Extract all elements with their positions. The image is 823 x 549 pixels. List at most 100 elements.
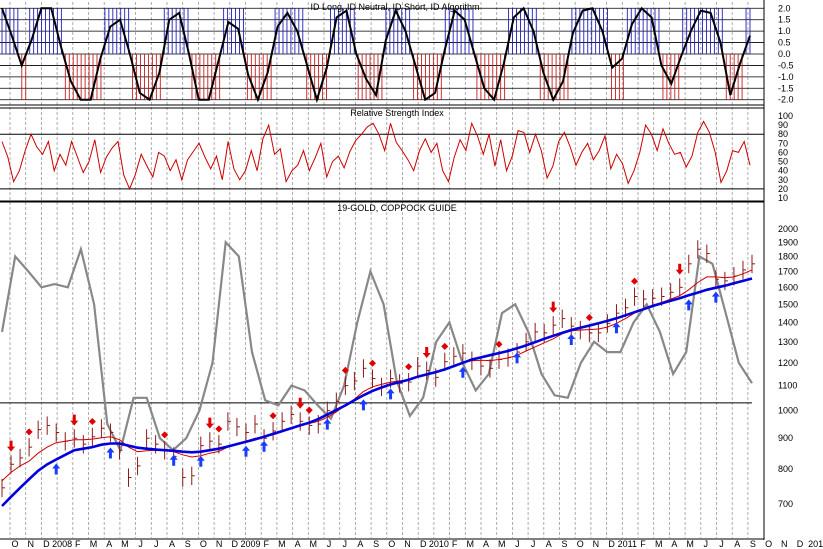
price-panel-title: 19-GOLD, COPPOCK GUIDE <box>337 203 457 213</box>
month-tick-label: 2008 <box>52 539 72 549</box>
price-tick-label: 900 <box>778 433 793 443</box>
month-tick-label: M <box>655 539 663 549</box>
month-tick-label: A <box>671 539 677 549</box>
price-tick-label: 1500 <box>778 299 798 309</box>
price-tick-label: 1400 <box>778 317 798 327</box>
month-tick-label: N <box>216 539 223 549</box>
month-tick-label: O <box>11 539 18 549</box>
signal-dot-icon <box>215 425 223 433</box>
sell-arrow-icon <box>70 414 79 426</box>
id-panel-tick-label: 2.0 <box>778 3 791 13</box>
price-tick-label: 1100 <box>778 381 797 391</box>
buy-arrow-icon <box>260 440 269 452</box>
coppock-line <box>0 239 753 454</box>
month-tick-label: A <box>169 539 175 549</box>
month-tick-label: M <box>278 539 286 549</box>
month-tick-label: N <box>404 539 411 549</box>
rsi-tick-label: 60 <box>778 147 788 157</box>
rsi-tick-label: 50 <box>778 157 788 167</box>
buy-arrow-icon <box>241 445 250 457</box>
buy-arrow-icon <box>513 352 522 364</box>
price-tick-label: 1200 <box>778 358 798 368</box>
month-tick-label: M <box>686 539 694 549</box>
long-average-line <box>1 277 753 507</box>
month-tick-label: J <box>531 539 536 549</box>
month-tick-label: F <box>75 539 81 549</box>
month-tick-label: O <box>765 539 772 549</box>
buy-arrow-icon <box>106 447 115 459</box>
month-tick-label: D <box>43 539 50 549</box>
month-tick-label: D <box>797 539 804 549</box>
signal-dot-icon <box>630 277 639 285</box>
rsi-tick-label: 10 <box>778 193 788 203</box>
month-tick-label: N <box>27 539 34 549</box>
signal-dot-icon <box>305 406 313 414</box>
buy-arrow-icon <box>711 291 720 303</box>
price-tick-label: 1700 <box>778 266 798 276</box>
short-average-line <box>1 269 753 482</box>
month-tick-label: 2010 <box>429 539 449 549</box>
month-tick-label: J <box>154 539 159 549</box>
month-tick-label: O <box>200 539 207 549</box>
rsi-tick-label: 40 <box>778 166 788 176</box>
month-tick-label: 201 <box>808 539 823 549</box>
id-panel-tick-label: -0.5 <box>778 60 794 70</box>
price-bars <box>1 240 755 498</box>
rsi-line <box>1 120 751 191</box>
sell-arrow-icon <box>675 263 684 275</box>
rsi-tick-label: 80 <box>778 129 788 139</box>
id-panel-tick-label: 1.5 <box>778 15 791 25</box>
rsi-tick-label: 90 <box>778 120 788 130</box>
month-tick-label: A <box>295 539 301 549</box>
signal-dot-icon <box>585 314 593 322</box>
signal-dot-icon <box>161 431 169 439</box>
signal-dot-icon <box>269 412 277 420</box>
sell-arrow-icon <box>422 346 431 358</box>
rsi-tick-label: 20 <box>778 184 788 194</box>
id-panel-tick-label: -1.5 <box>778 83 794 93</box>
month-tick-label: F <box>640 539 646 549</box>
month-tick-label: M <box>121 539 129 549</box>
buy-arrow-icon <box>52 463 61 475</box>
signal-dot-icon <box>88 417 96 426</box>
month-tick-label: A <box>546 539 552 549</box>
id-panel-tick-label: -2.0 <box>778 95 794 105</box>
month-tick-label: M <box>498 539 506 549</box>
month-tick-label: S <box>561 539 567 549</box>
month-tick-label: D <box>608 539 615 549</box>
sell-arrow-icon <box>296 397 305 409</box>
sell-arrow-icon <box>549 301 558 313</box>
id-panel-tick-label: 1.0 <box>778 26 791 36</box>
rsi-tick-label: 70 <box>778 138 788 148</box>
buy-arrow-icon <box>567 333 576 345</box>
month-tick-label: S <box>185 539 191 549</box>
signal-dot-icon <box>405 363 413 371</box>
month-tick-label: A <box>734 539 740 549</box>
month-tick-label: F <box>452 539 458 549</box>
month-tick-label: S <box>373 539 379 549</box>
id-panel-tick-label: 0.0 <box>778 49 791 59</box>
price-tick-label: 1000 <box>778 406 798 416</box>
signal-dot-icon <box>441 342 449 350</box>
signal-dot-icon <box>25 428 33 436</box>
price-tick-label: 1900 <box>778 237 798 247</box>
price-tick-label: 800 <box>778 464 793 474</box>
month-tick-label: O <box>577 539 584 549</box>
id-algorithm-line <box>1 6 751 104</box>
buy-arrow-icon <box>359 399 368 411</box>
month-tick-label: S <box>750 539 756 549</box>
month-tick-label: 2009 <box>240 539 260 549</box>
sell-arrow-icon <box>205 417 214 429</box>
month-tick-label: J <box>719 539 724 549</box>
price-tick-label: 1300 <box>778 337 798 347</box>
month-tick-label: J <box>704 539 709 549</box>
month-tick-label: D <box>420 539 427 549</box>
month-tick-label: J <box>515 539 520 549</box>
id-panel-title: ID Long, ID Neutral, ID Short, ID Algori… <box>310 2 479 12</box>
rsi-tick-label: 100 <box>778 111 793 121</box>
month-tick-label: N <box>593 539 600 549</box>
month-tick-label: O <box>388 539 395 549</box>
buy-arrow-icon <box>612 322 621 334</box>
